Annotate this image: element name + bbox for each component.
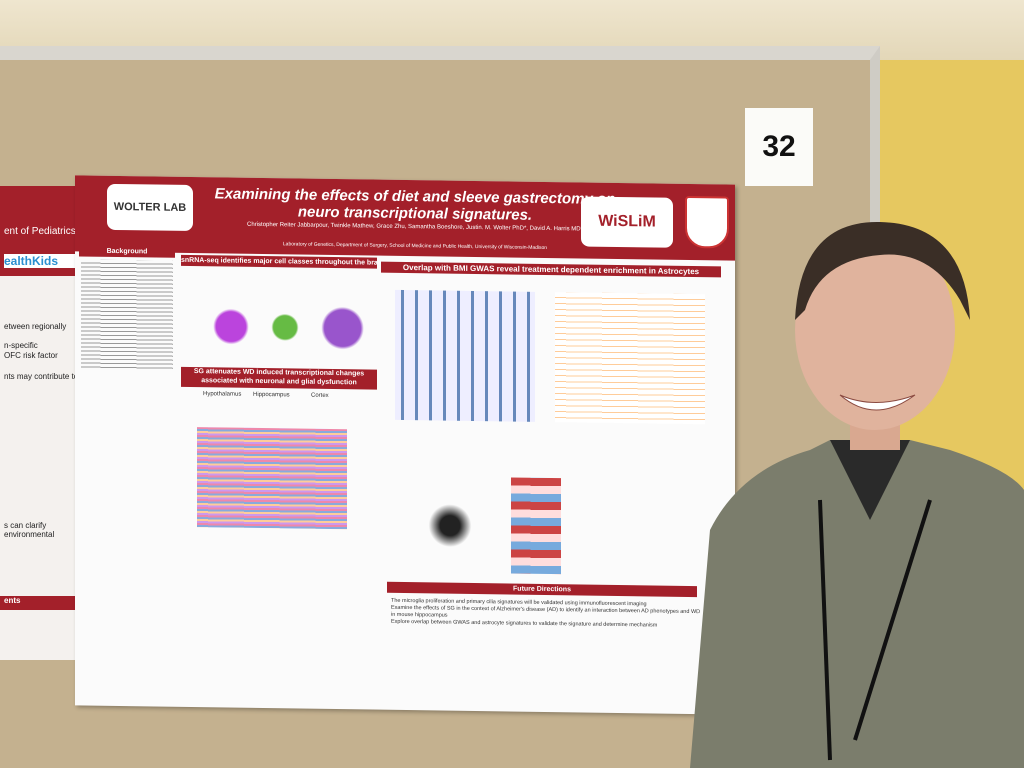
region-label: Cortex	[311, 392, 329, 399]
person	[690, 221, 1024, 768]
face	[795, 230, 955, 430]
scatter-plot	[405, 470, 495, 572]
left-poster-text: etween regionally	[4, 322, 67, 331]
umap-plots	[195, 291, 375, 364]
heatmap	[395, 289, 535, 422]
left-poster-text: ealthKids	[4, 254, 84, 268]
left-poster-text: OFC risk factor	[4, 351, 58, 360]
logo-left: WOLTER LAB	[107, 183, 193, 232]
section-header: Future Directions	[387, 581, 697, 598]
hair	[795, 221, 970, 320]
poster-title: Examining the effects of diet and sleeve…	[214, 185, 616, 224]
table	[511, 477, 561, 575]
left-poster-text: s can clarify environmental	[4, 521, 55, 539]
left-poster-text: n-specific	[4, 341, 38, 350]
future-bullets: The microglia proliferation and primary …	[391, 598, 701, 630]
region-label: Hypothalamus	[203, 391, 242, 398]
booth-number: 32	[745, 108, 813, 186]
lanyard	[818, 499, 832, 761]
smile	[839, 394, 916, 411]
section-header: snRNA-seq identifies major cell classes …	[181, 254, 377, 269]
shirt	[690, 440, 1024, 768]
left-poster-text: ents	[0, 596, 92, 610]
section-header: Overlap with BMI GWAS reveal treatment d…	[381, 261, 721, 278]
background-text	[81, 259, 173, 371]
poster: WOLTER LAB WiSLiM Examining the effects …	[75, 175, 735, 715]
section-header: SG attenuates WD induced transcriptional…	[181, 366, 377, 390]
collar	[830, 440, 910, 520]
region-label: Hippocampus	[253, 391, 290, 399]
left-poster-text: ent of Pediatrics	[4, 226, 76, 237]
lanyard	[853, 499, 932, 741]
heatmap	[197, 427, 347, 530]
section-header: Background	[79, 245, 175, 258]
left-poster-text: nts may contribute to	[4, 372, 79, 381]
